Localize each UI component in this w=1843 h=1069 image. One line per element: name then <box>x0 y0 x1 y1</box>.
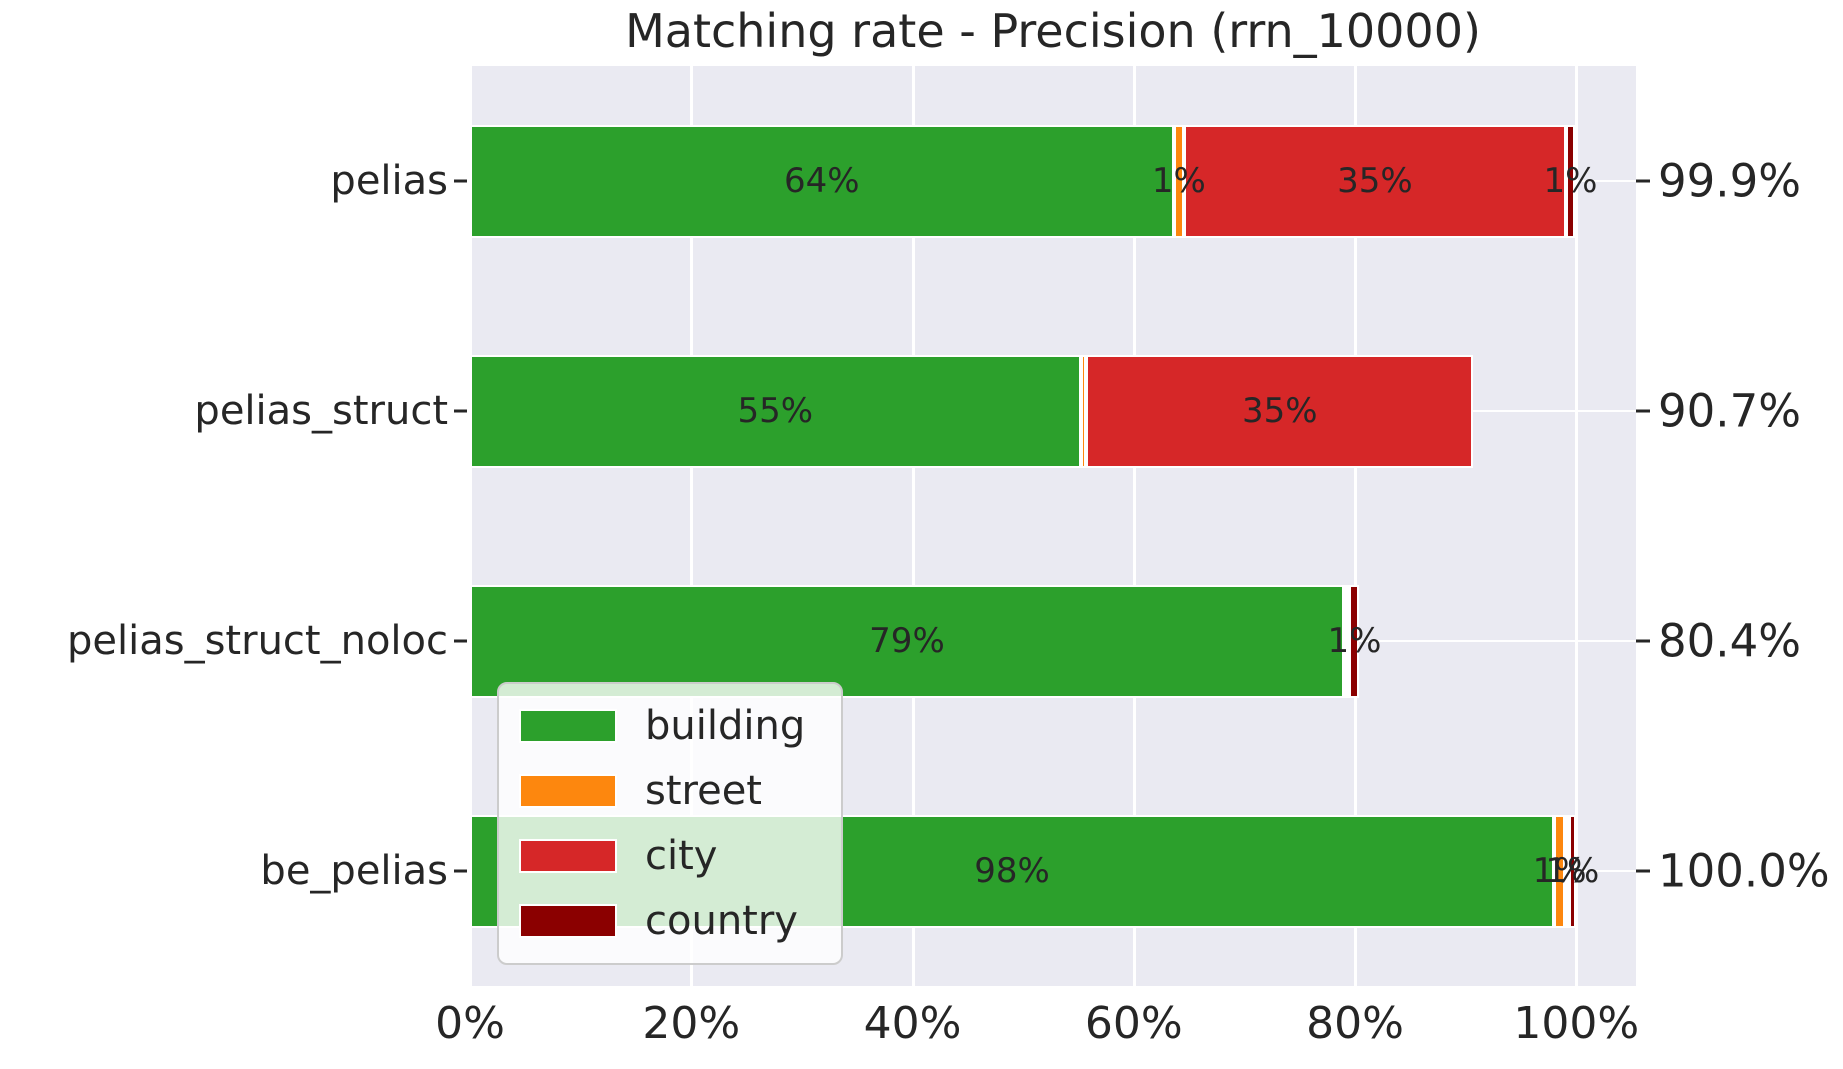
total-label: 99.9% <box>1658 154 1801 208</box>
legend-swatch-building <box>519 709 617 744</box>
x-tick-label: 100% <box>1513 998 1640 1049</box>
bar-segment-street <box>1554 814 1566 928</box>
legend-item: building <box>519 703 841 749</box>
bar-segment-country <box>1568 814 1577 928</box>
bar-value-label: 35% <box>1337 161 1413 201</box>
y-tick-label: be_pelias <box>260 848 448 894</box>
legend-item: street <box>519 768 841 814</box>
total-tick-mark <box>1636 409 1650 413</box>
y-tick-mark <box>454 179 467 183</box>
bar-segment-country <box>1349 584 1360 698</box>
bar-segment-city <box>1565 814 1570 928</box>
bar-segment-country <box>1565 124 1576 238</box>
bar-value-label: 35% <box>1241 391 1318 431</box>
x-gridline <box>1132 66 1136 986</box>
bar-segment-building <box>470 354 1081 468</box>
y-tick-label: pelias_struct_noloc <box>67 618 448 664</box>
bar-segment-city <box>1345 584 1350 698</box>
bar-value-label: 1% <box>1532 851 1587 891</box>
y-tick-label: pelias <box>330 158 448 204</box>
legend-label: street <box>645 768 762 815</box>
bar-value-label: 64% <box>783 161 860 201</box>
x-tick-label: 20% <box>642 998 741 1049</box>
x-tick-label: 0% <box>435 998 505 1049</box>
y-tick-mark <box>454 639 467 643</box>
total-tick-mark <box>1636 639 1650 643</box>
x-gridline <box>690 66 694 986</box>
legend-item: city <box>519 833 841 879</box>
x-tick-label: 60% <box>1084 998 1183 1049</box>
bar-segment-city <box>1086 354 1474 468</box>
legend-swatch-city <box>519 838 617 873</box>
bar-value-label: 1% <box>1151 161 1206 201</box>
x-gridline <box>911 66 915 986</box>
legend-item: country <box>519 898 841 944</box>
total-tick-mark <box>1636 179 1650 183</box>
x-tick-label: 40% <box>863 998 962 1049</box>
chart-title: Matching rate - Precision (rrn_10000) <box>625 4 1481 58</box>
y-tick-label: pelias_struct <box>194 388 448 434</box>
x-tick-label: 80% <box>1306 998 1404 1049</box>
total-label: 90.7% <box>1658 384 1801 438</box>
bar-value-label: 55% <box>737 391 814 431</box>
y-tick-mark <box>454 409 467 413</box>
bar-value-label: 98% <box>974 851 1050 891</box>
bar-value-label: 1% <box>1545 851 1600 891</box>
bar-segment-building <box>470 584 1344 698</box>
bar-segment-building <box>470 124 1174 238</box>
total-label: 100.0% <box>1658 844 1830 898</box>
total-label: 80.4% <box>1658 614 1801 668</box>
bar-segment-street <box>1173 124 1185 238</box>
legend-label: building <box>645 703 806 750</box>
legend-label: country <box>645 897 798 944</box>
bar-value-label: 1% <box>1543 161 1598 201</box>
bar-value-label: 79% <box>869 621 945 661</box>
legend-swatch-street <box>519 774 617 809</box>
bar-value-label: 1% <box>1327 621 1382 661</box>
x-gridline <box>469 66 472 986</box>
legend: building street city country <box>497 682 843 965</box>
bar-segment-city <box>1184 124 1566 238</box>
x-gridline <box>1354 66 1357 986</box>
bar-segment-street <box>1080 354 1087 468</box>
y-tick-mark <box>454 869 467 873</box>
total-tick-mark <box>1636 869 1650 873</box>
legend-label: city <box>645 832 718 879</box>
legend-swatch-country <box>519 903 617 938</box>
x-gridline <box>1575 66 1579 986</box>
